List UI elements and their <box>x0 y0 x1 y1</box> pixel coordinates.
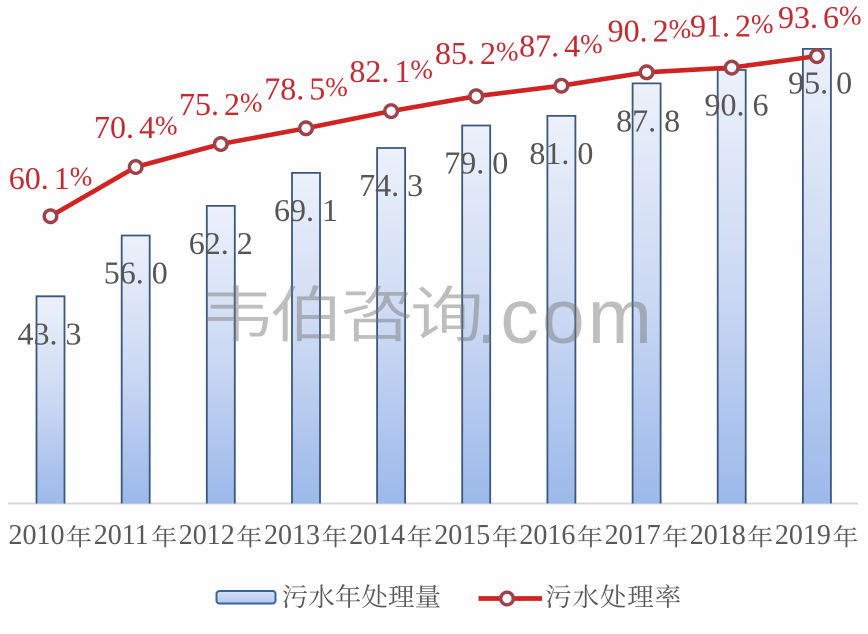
svg-text:2019: 2019 <box>775 520 831 551</box>
svg-text:2015: 2015 <box>434 520 490 551</box>
svg-text:69. 1: 69. 1 <box>274 192 338 228</box>
svg-text:95. 0: 95. 0 <box>788 64 852 100</box>
svg-text:43. 3: 43. 3 <box>18 315 82 351</box>
svg-text:.com: .com <box>476 274 655 360</box>
svg-text:79. 0: 79. 0 <box>444 145 508 181</box>
svg-text:90. 6: 90. 6 <box>705 87 769 123</box>
svg-text:81. 0: 81. 0 <box>529 135 593 171</box>
svg-text:2010: 2010 <box>9 520 65 551</box>
svg-text:62. 2: 62. 2 <box>189 225 253 261</box>
svg-text:2016: 2016 <box>519 520 575 551</box>
svg-text:87. 8: 87. 8 <box>616 102 680 138</box>
svg-text:2012: 2012 <box>179 520 235 551</box>
svg-text:2011: 2011 <box>94 520 149 551</box>
svg-text:87.4%: 87. 4% <box>519 28 603 64</box>
svg-text:2017: 2017 <box>605 520 661 551</box>
svg-text:74. 3: 74. 3 <box>359 167 423 203</box>
svg-text:2014: 2014 <box>349 520 405 551</box>
svg-text:70.4%: 70. 4% <box>94 109 178 145</box>
svg-text:2018: 2018 <box>690 520 746 551</box>
svg-text:56. 0: 56. 0 <box>104 255 168 291</box>
svg-text:2013: 2013 <box>264 520 320 551</box>
